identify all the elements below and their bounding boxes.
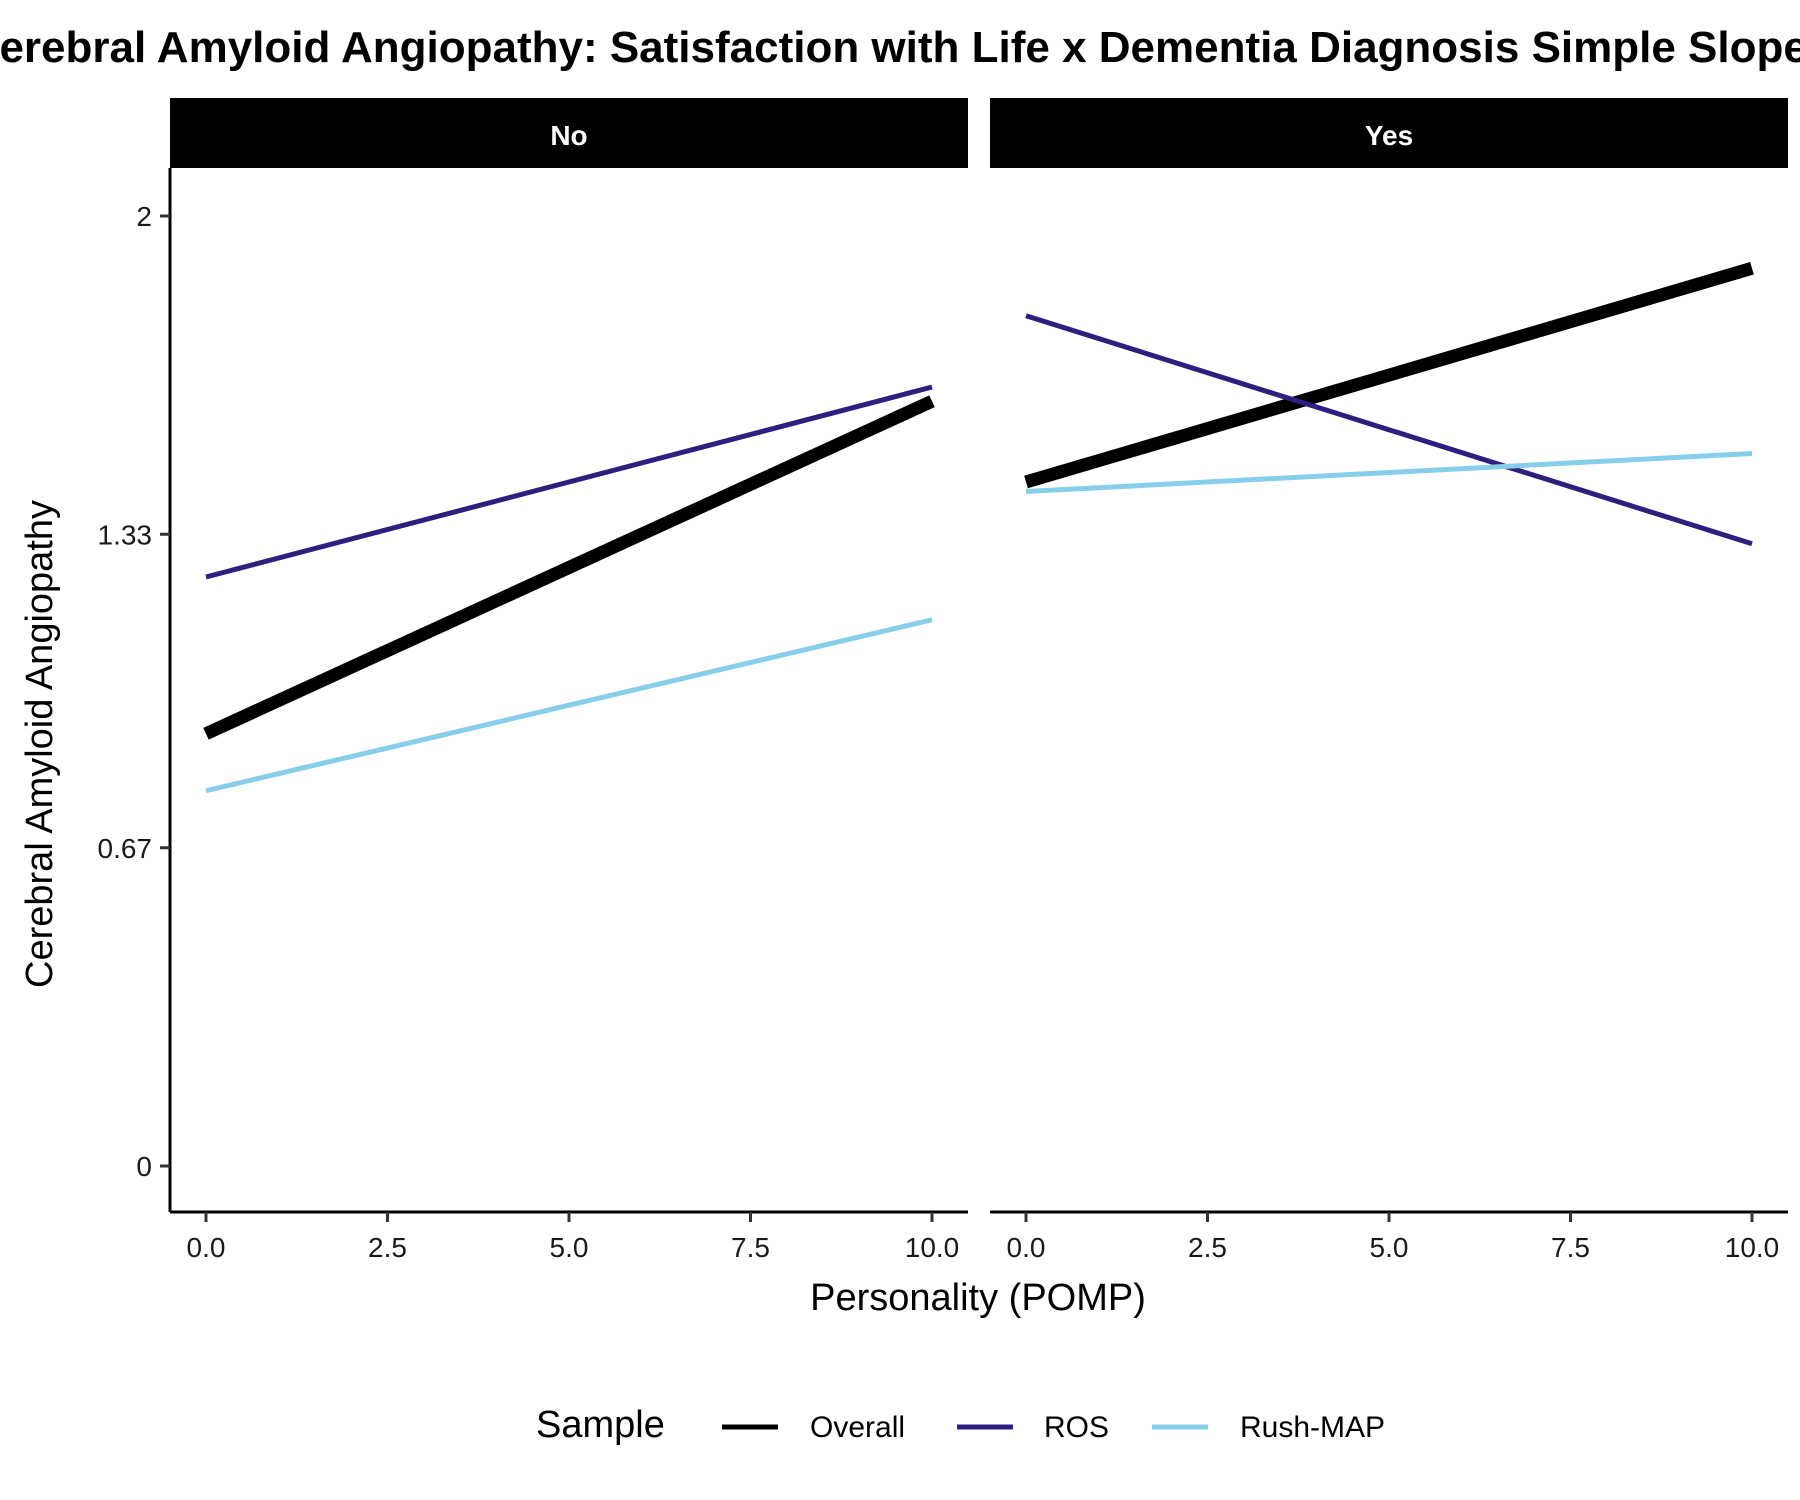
y-tick-label: 0 [136, 1151, 152, 1182]
x-tick-label: 10.0 [905, 1232, 960, 1263]
x-tick-label: 7.5 [731, 1232, 770, 1263]
facet-panels: No 0.0 2.5 5.0 7.5 10.0 0 0.67 1.33 2 Yes 0.0 2.5 5.0… [98, 98, 1788, 1263]
x-tick-label: 10.0 [1725, 1232, 1780, 1263]
legend-label: Overall [810, 1411, 905, 1444]
facet-strip [170, 98, 968, 168]
x-tick-label: 2.5 [368, 1232, 407, 1263]
legend-label: ROS [1044, 1411, 1109, 1444]
series-line-ros [205, 384, 933, 580]
y-tick-label: 0.67 [98, 833, 153, 864]
facet-panel-yes: Yes 0.0 2.5 5.0 7.5 10.0 [990, 98, 1788, 1263]
legend-item-overall: Overall [722, 1411, 905, 1444]
facet-panel-no: No 0.0 2.5 5.0 7.5 10.0 0 0.67 1.33 2 [98, 98, 968, 1263]
facet-strip-label: No [550, 120, 587, 151]
series-line-overall [203, 395, 935, 740]
y-tick-label: 1.33 [98, 519, 153, 550]
chart-title: Cerebral Amyloid Angiopathy: Satisfactio… [0, 23, 1800, 72]
legend-items: Overall ROS Rush-MAP [722, 1411, 1385, 1444]
x-tick-label: 7.5 [1551, 1232, 1590, 1263]
legend-item-rush-map: Rush-MAP [1152, 1411, 1385, 1444]
x-tick-label: 2.5 [1188, 1232, 1227, 1263]
legend-title: Sample [536, 1404, 665, 1446]
series-line-ros [1025, 313, 1753, 547]
series-line-overall [1024, 262, 1754, 489]
facet-strip-label: Yes [1365, 120, 1413, 151]
series-line-rush-map [1025, 451, 1753, 494]
x-axis-title: Personality (POMP) [810, 1277, 1146, 1319]
facet-strip [990, 98, 1788, 168]
x-tick-label: 0.0 [1007, 1232, 1046, 1263]
legend: Sample Overall ROS Rush-MAP [536, 1404, 1385, 1446]
legend-item-ros: ROS [957, 1411, 1109, 1444]
x-tick-label: 5.0 [550, 1232, 589, 1263]
legend-label: Rush-MAP [1240, 1411, 1385, 1444]
series-line-rush-map [205, 617, 933, 794]
y-axis-title: Cerebral Amyloid Angiopathy [19, 500, 61, 988]
y-tick-label: 2 [136, 201, 152, 232]
x-tick-label: 5.0 [1370, 1232, 1409, 1263]
x-tick-label: 0.0 [187, 1232, 226, 1263]
